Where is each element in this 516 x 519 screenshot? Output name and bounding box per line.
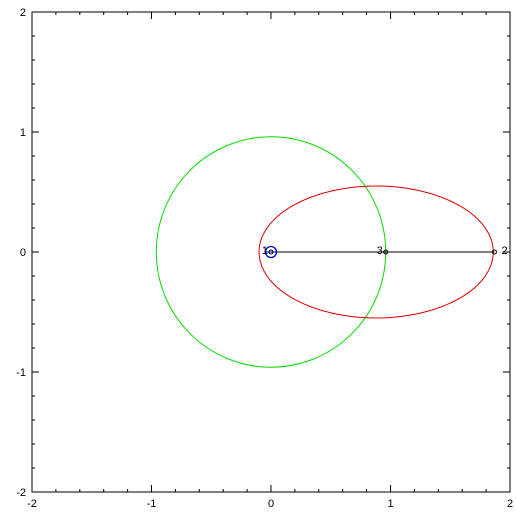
y-tick-label: -1 — [16, 367, 26, 379]
x-tick-label: -1 — [147, 498, 157, 510]
y-tick-label: 1 — [20, 127, 26, 139]
ticks-layer: -2 -1 0 1 2 -2 -1 0 1 2 — [16, 7, 513, 510]
y-tick-label: 2 — [20, 7, 26, 19]
point-marker — [383, 249, 389, 255]
y-tick-label: -2 — [16, 487, 26, 499]
x-tick-label: 2 — [507, 498, 513, 510]
point-label: 3 — [377, 245, 383, 257]
x-tick-label: 1 — [387, 498, 393, 510]
curves-layer — [155, 136, 495, 368]
point-label: 1 — [262, 245, 268, 257]
point-marker — [268, 249, 274, 255]
points-layer: 1 3 2 — [262, 245, 508, 259]
point-marker — [491, 249, 497, 255]
x-tick-label: 0 — [268, 498, 274, 510]
point-label: 2 — [501, 245, 507, 257]
x-tick-label: -2 — [27, 498, 37, 510]
y-tick-label: 0 — [20, 247, 26, 259]
